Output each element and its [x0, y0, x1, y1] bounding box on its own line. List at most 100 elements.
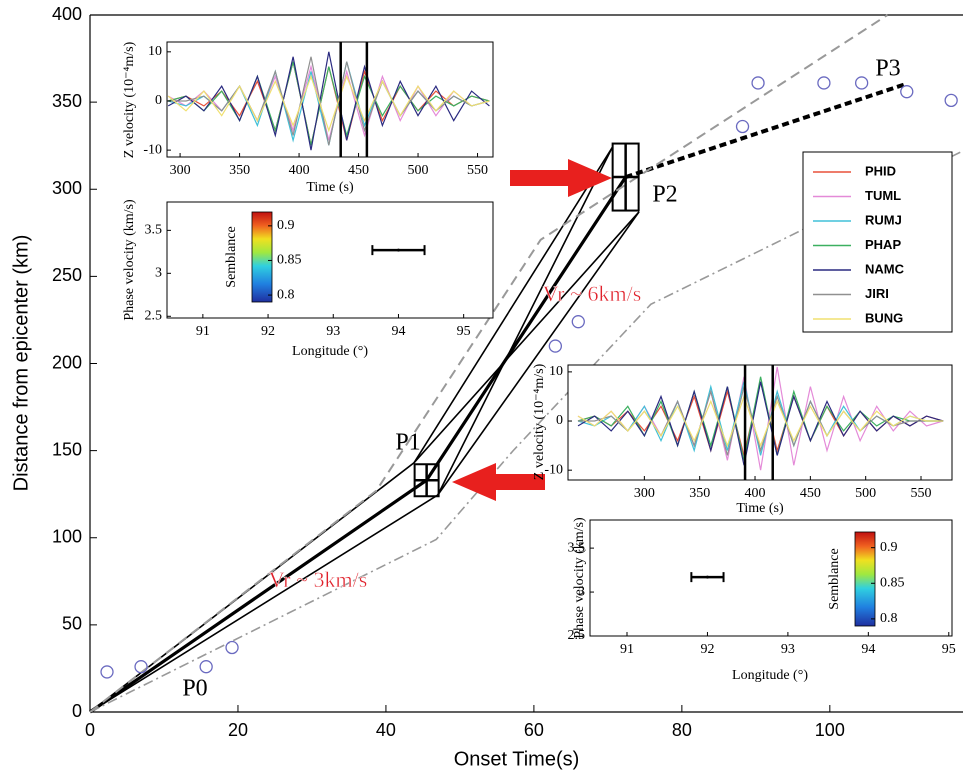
- y-tick-label: -10: [143, 142, 162, 157]
- y-tick-label: 50: [62, 614, 82, 634]
- y-tick-label: 250: [52, 265, 82, 285]
- x-axis-label: Time (s): [736, 501, 784, 516]
- x-tick-label: 95: [942, 642, 956, 657]
- station-point: [571, 315, 585, 329]
- inset-frame: [166, 201, 494, 319]
- y-tick-label: 150: [52, 439, 82, 459]
- legend-label: BUNG: [865, 310, 903, 325]
- y-tick-label: 3: [155, 266, 162, 281]
- x-axis-label: Onset Time(s): [454, 748, 580, 770]
- x-tick-label: 95: [457, 324, 471, 339]
- y-tick-label: 0: [556, 413, 563, 428]
- x-tick-label: 100: [815, 720, 845, 740]
- y-tick-label: 3: [578, 584, 585, 599]
- x-tick-label: 500: [408, 163, 429, 178]
- station-point: [100, 665, 114, 679]
- inset-background: [167, 202, 493, 318]
- station-point: [199, 660, 213, 674]
- x-tick-label: 93: [781, 642, 795, 657]
- legend-label: PHID: [865, 163, 896, 178]
- x-tick-label: 400: [289, 163, 310, 178]
- x-tick-label: 94: [861, 642, 875, 657]
- legend-label: TUML: [865, 188, 901, 203]
- station-point: [548, 339, 563, 353]
- colorbar-label: Semblance: [224, 226, 239, 287]
- y-tick-label: 3.5: [568, 540, 586, 555]
- x-axis-label: Time (s): [306, 180, 354, 195]
- station-point: [751, 76, 765, 90]
- y-tick-label: 350: [52, 91, 82, 111]
- annotation: P2: [652, 182, 677, 208]
- y-tick-label: 3.5: [145, 223, 163, 238]
- x-tick-label: 300: [634, 486, 655, 501]
- inset-frame: [166, 41, 494, 158]
- station-point: [225, 640, 239, 655]
- waveform: [168, 61, 490, 146]
- trend-line: [413, 146, 613, 464]
- annotation: P0: [182, 676, 207, 702]
- peak: [396, 248, 400, 252]
- y-axis-label: Z velocity (10⁻⁴m/s): [122, 41, 137, 158]
- annotation: Vr ~ 3km/s: [269, 567, 368, 592]
- y-tick-label: -10: [544, 462, 563, 477]
- colorbar-tick-label: 0.8: [277, 287, 295, 302]
- legend-label: JIRI: [865, 286, 889, 301]
- trend-line: [624, 82, 905, 179]
- station-point: [735, 119, 750, 134]
- y-axis-label: Distance from epicenter (km): [10, 235, 32, 492]
- annotation: P3: [875, 56, 900, 82]
- y-tick-label: 0: [72, 701, 82, 721]
- x-tick-label: 500: [855, 486, 876, 501]
- colorbar-tick-label: 0.9: [880, 540, 898, 555]
- colorbar-tick-label: 0.8: [880, 611, 898, 626]
- y-tick-label: 0: [155, 93, 162, 108]
- y-axis-label: Phase velocity (km/s): [572, 517, 587, 639]
- colorbar-tick-label: 0.85: [277, 253, 302, 268]
- x-tick-label: 94: [391, 324, 405, 339]
- x-axis-label: Longitude (°): [292, 344, 368, 359]
- station-point: [817, 76, 831, 90]
- x-tick-label: 450: [800, 486, 821, 501]
- x-tick-label: 92: [261, 324, 275, 339]
- annotation: P1: [395, 430, 420, 456]
- x-tick-label: 91: [196, 324, 210, 339]
- inset-frame: [589, 519, 953, 637]
- x-tick-label: 400: [745, 486, 766, 501]
- y-tick-label: 300: [52, 178, 82, 198]
- waveform: [577, 381, 944, 466]
- station-point: [900, 85, 914, 99]
- waveform: [167, 51, 490, 151]
- inset-background: [590, 520, 952, 636]
- x-tick-label: 350: [689, 486, 710, 501]
- waveform: [577, 376, 944, 461]
- legend-label: PHAP: [865, 237, 901, 252]
- y-axis-label: Phase velocity (km/s): [122, 199, 137, 321]
- colorbar-tick-label: 0.9: [277, 218, 295, 233]
- x-tick-label: 92: [700, 642, 714, 657]
- trend-line: [89, 14, 889, 713]
- legend-label: RUMJ: [865, 212, 902, 227]
- y-tick-label: 2.5: [145, 309, 163, 324]
- x-tick-label: 300: [170, 163, 191, 178]
- station-point: [854, 76, 869, 90]
- annotation: Vr ~ 6km/s: [543, 281, 642, 306]
- legend-label: NAMC: [865, 261, 905, 276]
- arrow: [452, 463, 545, 501]
- trend-line: [437, 211, 640, 496]
- station-point: [134, 660, 148, 674]
- trend-line: [89, 150, 963, 713]
- y-tick-label: 10: [549, 364, 563, 379]
- y-tick-label: 10: [148, 44, 162, 59]
- y-axis-label: Z velocity (10⁻⁴m/s): [532, 363, 547, 480]
- y-tick-label: 400: [52, 4, 82, 24]
- legend: [802, 151, 953, 333]
- y-tick-label: 2.5: [568, 628, 586, 643]
- colorbar: [251, 211, 273, 303]
- x-tick-label: 60: [524, 720, 544, 740]
- station-point: [944, 93, 958, 108]
- x-tick-label: 91: [620, 642, 634, 657]
- x-tick-label: 550: [467, 163, 488, 178]
